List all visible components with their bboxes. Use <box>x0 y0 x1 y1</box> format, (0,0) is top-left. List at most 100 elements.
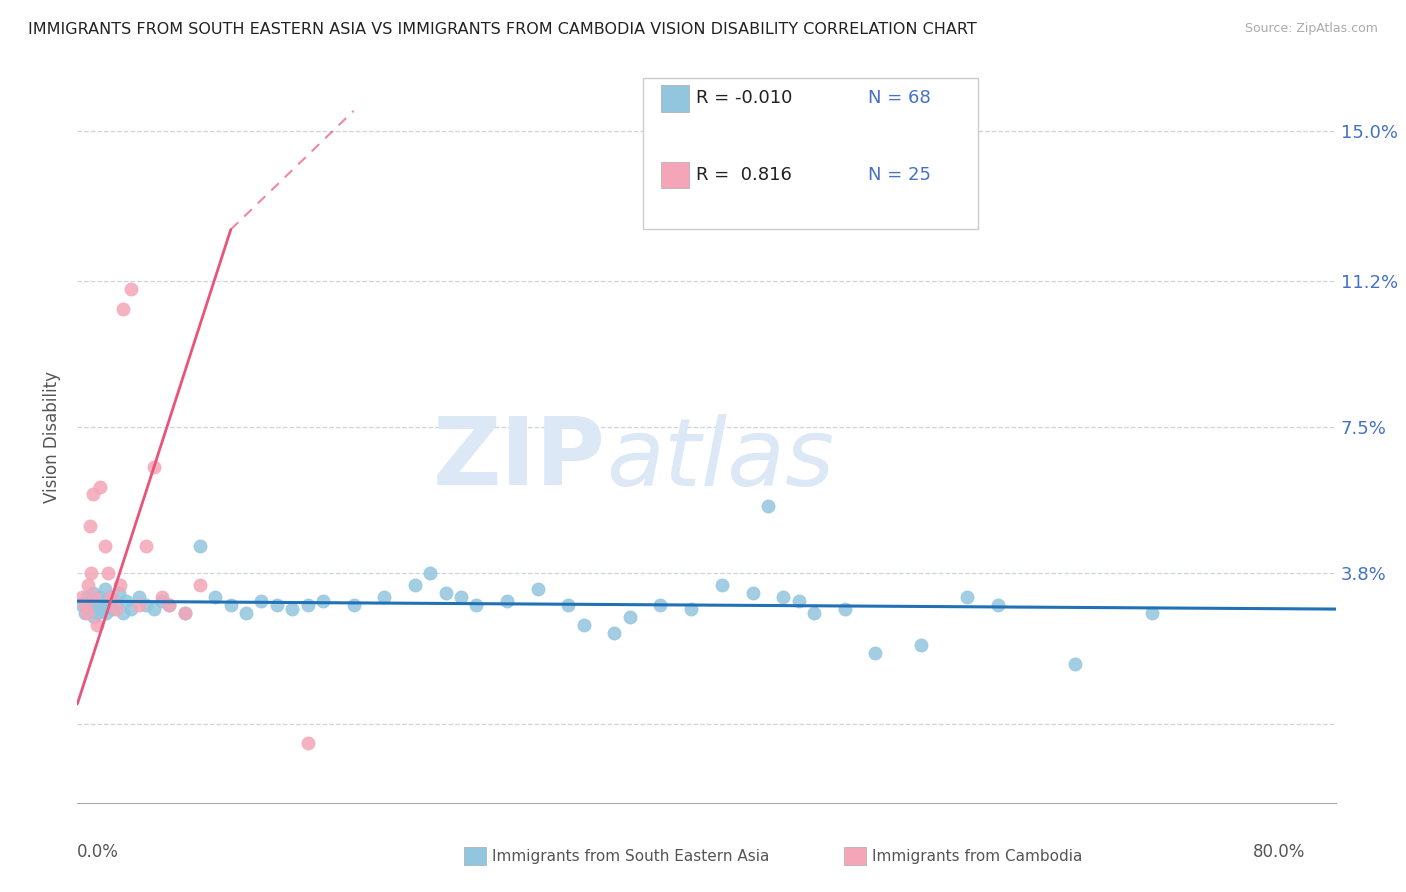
Point <box>157 598 180 612</box>
Point <box>650 598 672 612</box>
Point <box>834 602 856 616</box>
Point <box>101 602 124 616</box>
Point <box>143 459 166 474</box>
Text: N = 25: N = 25 <box>868 166 931 184</box>
Point <box>956 591 979 605</box>
Point <box>772 591 794 605</box>
Point <box>112 606 135 620</box>
Point <box>572 618 595 632</box>
Point <box>910 638 932 652</box>
Point <box>526 582 548 597</box>
Point <box>115 594 138 608</box>
Point <box>77 598 100 612</box>
Point <box>266 598 288 612</box>
Text: Immigrants from South Eastern Asia: Immigrants from South Eastern Asia <box>492 849 769 863</box>
Point <box>82 586 104 600</box>
Point <box>97 566 120 581</box>
Point <box>90 602 112 616</box>
Point <box>135 539 157 553</box>
Point <box>157 598 180 612</box>
Point <box>89 594 111 608</box>
Point <box>404 578 426 592</box>
Text: 80.0%: 80.0% <box>1253 843 1305 861</box>
Point <box>188 578 211 592</box>
Point <box>82 487 104 501</box>
Text: 0.0%: 0.0% <box>77 843 120 861</box>
Point <box>89 479 111 493</box>
Point <box>83 591 105 605</box>
Point <box>741 586 763 600</box>
Point <box>73 606 96 620</box>
Point <box>100 591 122 605</box>
Point <box>603 625 626 640</box>
Point <box>94 539 117 553</box>
Point <box>86 618 108 632</box>
Point <box>76 591 98 605</box>
Point <box>96 606 118 620</box>
Point <box>297 737 319 751</box>
Point <box>173 606 195 620</box>
Point <box>188 539 211 553</box>
Point <box>450 591 472 605</box>
Point <box>80 566 103 581</box>
Text: Source: ZipAtlas.com: Source: ZipAtlas.com <box>1244 22 1378 36</box>
Point <box>803 606 825 620</box>
Point <box>98 591 121 605</box>
Point <box>150 594 173 608</box>
Point <box>496 594 519 608</box>
Point <box>204 591 226 605</box>
Point <box>70 591 93 605</box>
Point <box>619 610 641 624</box>
Point <box>97 598 120 612</box>
Point <box>84 598 107 612</box>
Point <box>143 602 166 616</box>
Point <box>93 598 115 612</box>
Point <box>104 602 127 616</box>
Point <box>80 594 103 608</box>
Text: Immigrants from Cambodia: Immigrants from Cambodia <box>872 849 1083 863</box>
Point <box>110 578 132 592</box>
Text: IMMIGRANTS FROM SOUTH EASTERN ASIA VS IMMIGRANTS FROM CAMBODIA VISION DISABILITY: IMMIGRANTS FROM SOUTH EASTERN ASIA VS IM… <box>28 22 977 37</box>
Point <box>83 610 105 624</box>
Point <box>250 594 273 608</box>
Point <box>100 594 122 608</box>
Text: R = -0.010: R = -0.010 <box>696 89 793 107</box>
Point <box>419 566 441 581</box>
Text: ZIP: ZIP <box>433 413 606 505</box>
Point <box>120 282 142 296</box>
Point <box>1140 606 1163 620</box>
Point <box>1063 657 1085 672</box>
Point <box>76 606 98 620</box>
Y-axis label: Vision Disability: Vision Disability <box>44 371 62 503</box>
Point <box>557 598 579 612</box>
Point <box>756 500 779 514</box>
Point <box>312 594 335 608</box>
Point <box>297 598 319 612</box>
Point <box>465 598 488 612</box>
Text: R =  0.816: R = 0.816 <box>696 166 792 184</box>
Point <box>104 598 127 612</box>
Point <box>710 578 733 592</box>
Text: N = 68: N = 68 <box>868 89 931 107</box>
Point <box>79 602 101 616</box>
Point <box>987 598 1010 612</box>
Point <box>681 602 703 616</box>
Point <box>865 646 887 660</box>
Point <box>79 519 101 533</box>
Point <box>787 594 810 608</box>
Point <box>77 578 100 592</box>
Point <box>120 602 142 616</box>
Point <box>281 602 304 616</box>
Point <box>434 586 457 600</box>
Point <box>128 591 150 605</box>
Point <box>112 301 135 316</box>
Point <box>173 606 195 620</box>
Text: atlas: atlas <box>606 414 834 505</box>
Point <box>94 582 117 597</box>
Point <box>87 591 110 605</box>
Point <box>107 586 129 600</box>
Point <box>86 606 108 620</box>
Point <box>219 598 242 612</box>
Point <box>135 598 157 612</box>
Point <box>150 591 173 605</box>
